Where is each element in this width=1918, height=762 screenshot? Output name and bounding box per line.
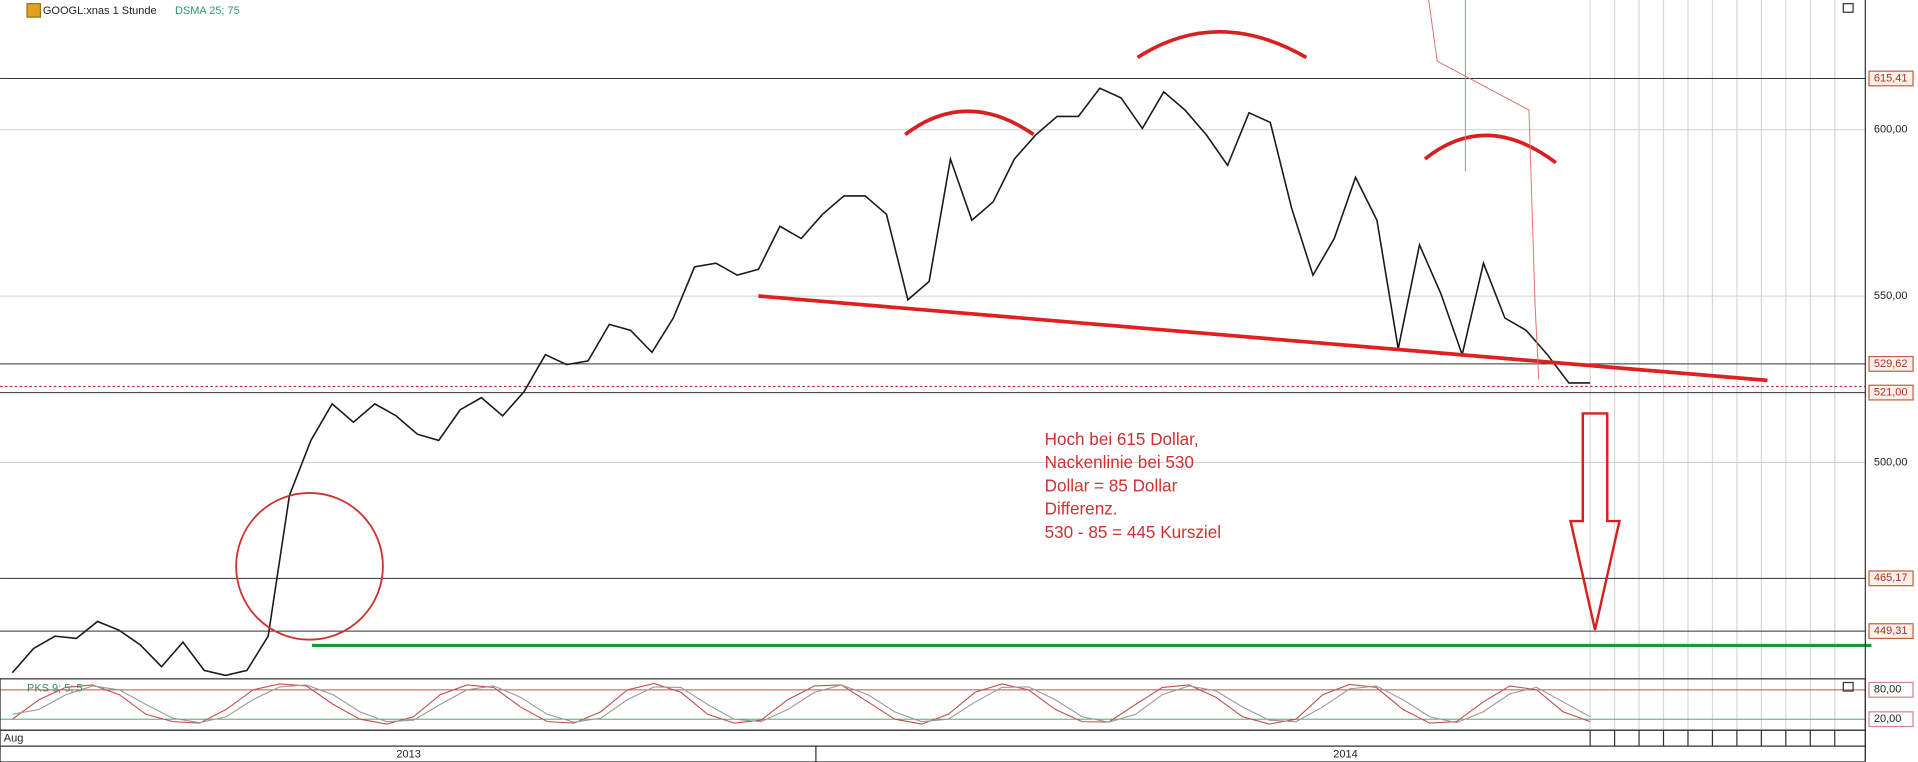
y-tick-label: 80,00 bbox=[1874, 684, 1902, 696]
level-box bbox=[1868, 570, 1914, 587]
indicator-label: DSMA 25; 75 bbox=[175, 5, 240, 17]
price-line bbox=[11, 682, 1591, 725]
annotation-text: 530 - 85 = 445 Kursziel bbox=[1045, 523, 1221, 542]
annotations bbox=[235, 0, 1768, 641]
window-button[interactable] bbox=[1842, 3, 1854, 13]
x-label: 2014 bbox=[1333, 749, 1357, 761]
level-label: 465,17 bbox=[1874, 572, 1908, 584]
x-label: 2013 bbox=[396, 749, 420, 761]
price-line bbox=[12, 684, 1591, 724]
oscillator-label: PKS 9; 5; 5 bbox=[27, 683, 83, 695]
header: GOOGL:xnas 1 Stunde DSMA 25; 75 bbox=[26, 3, 1854, 692]
x-label: Aug bbox=[4, 733, 24, 745]
y-tick-label: 600,00 bbox=[1874, 124, 1908, 136]
tick-box bbox=[1868, 681, 1914, 698]
annotation-text: Nackenlinie bei 530 bbox=[1045, 453, 1194, 472]
annotation-text: Hoch bei 615 Dollar, bbox=[1045, 430, 1199, 449]
y-tick-label: 550,00 bbox=[1874, 290, 1908, 302]
level-label: 449,31 bbox=[1874, 625, 1908, 637]
symbol-icon bbox=[26, 3, 42, 18]
price-line bbox=[11, 87, 1591, 677]
level-box bbox=[1868, 70, 1914, 87]
level-label: 521,00 bbox=[1874, 386, 1908, 398]
level-box bbox=[1868, 623, 1914, 640]
level-label: 615,41 bbox=[1874, 72, 1908, 84]
level-label: 529,62 bbox=[1874, 358, 1908, 370]
symbol-label: GOOGL:xnas 1 Stunde bbox=[43, 5, 157, 17]
level-box bbox=[1868, 384, 1914, 401]
tick-box bbox=[1868, 711, 1914, 728]
annotation-text: Differenz. bbox=[1045, 500, 1118, 519]
window-button[interactable] bbox=[1842, 681, 1854, 692]
y-tick-label: 500,00 bbox=[1874, 456, 1908, 468]
future-grid bbox=[1589, 0, 1836, 731]
level-box bbox=[1868, 355, 1914, 372]
y-tick-label: 20,00 bbox=[1874, 713, 1902, 725]
annotation-text: Dollar = 85 Dollar bbox=[1045, 476, 1178, 495]
time-axis bbox=[0, 0, 1866, 762]
